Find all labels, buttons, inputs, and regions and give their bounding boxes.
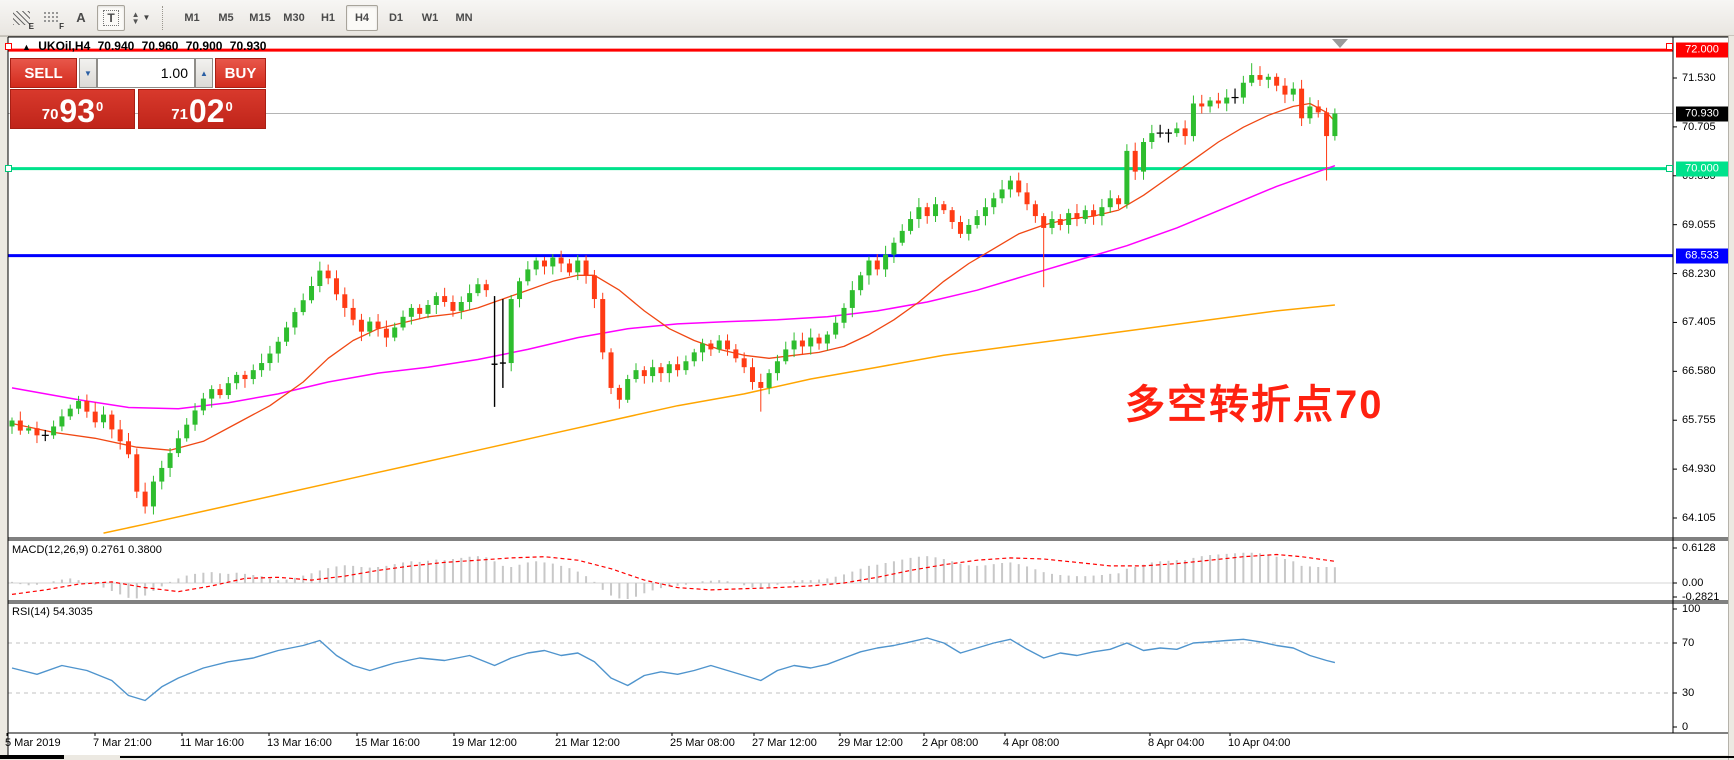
text-box-button[interactable]: T — [97, 4, 125, 31]
time-tick-label: 4 Apr 08:00 — [1003, 737, 1060, 749]
sell-price-big: 93 — [59, 93, 96, 129]
grid-pattern-icon-button[interactable]: F — [37, 5, 65, 31]
grid-icon-sub: F — [59, 21, 64, 31]
font-button[interactable]: A — [67, 5, 95, 31]
hatch-pattern-icon-button[interactable]: E — [7, 5, 35, 31]
time-tick-label: 13 Mar 16:00 — [267, 737, 332, 749]
volume-input[interactable] — [97, 58, 195, 88]
price-tick-label: 70.705 — [1682, 120, 1716, 133]
price-tick-label: 66.580 — [1682, 365, 1716, 378]
timeframe-m30-button[interactable]: M30 — [283, 11, 305, 24]
greenline-right-handle[interactable] — [1666, 165, 1673, 172]
hatch-icon — [12, 10, 30, 25]
time-tick-label: 11 Mar 16:00 — [180, 737, 245, 749]
price-tick-label: 64.105 — [1682, 512, 1716, 524]
current-price-badge: 70.930 — [1676, 106, 1728, 122]
bottom-scroll-thumb[interactable] — [0, 755, 64, 759]
time-tick-label: 29 Mar 12:00 — [838, 737, 903, 749]
grid-icon — [43, 11, 59, 24]
rsi-label: RSI(14) 54.3035 — [12, 606, 93, 618]
dropdown-caret-icon: ▼ — [142, 13, 151, 22]
one-click-trade-panel: SELL ▼ ▲ BUY 70 93 0 71 02 0 — [10, 58, 266, 129]
level-price-badge: 72.000 — [1676, 42, 1728, 58]
timeframe-mn-button[interactable]: MN — [455, 11, 473, 24]
sell-button[interactable]: SELL — [10, 58, 77, 88]
rsi-tick-label: 100 — [1682, 603, 1701, 615]
buy-button[interactable]: BUY — [215, 58, 266, 88]
time-tick-label: 8 Apr 04:00 — [1148, 737, 1205, 749]
macd-tick-label: -0.2821 — [1682, 591, 1720, 603]
toolbar-separator — [162, 5, 169, 30]
volume-up-button[interactable]: ▲ — [195, 58, 213, 88]
sell-price-display[interactable]: 70 93 0 — [10, 89, 135, 129]
bottom-border-line — [120, 756, 1734, 758]
price-tick-label: 64.930 — [1682, 463, 1716, 476]
volume-down-button[interactable]: ▼ — [79, 58, 97, 88]
redline-left-handle[interactable] — [5, 43, 12, 50]
rsi-tick-label: 0 — [1682, 721, 1689, 733]
chart-annotation-text: 多空转折点70 — [1125, 383, 1384, 427]
chart-shift-marker-icon[interactable] — [1332, 39, 1348, 48]
buy-price-sup: 0 — [225, 99, 233, 114]
timeframe-m1-button[interactable]: M1 — [184, 11, 200, 24]
level-price-badge: 68.533 — [1676, 248, 1728, 264]
ohlc-high: 70.960 — [141, 39, 179, 53]
arrange-arrows-icon: ▲ ▼ — [131, 9, 140, 26]
font-a-icon: A — [76, 10, 86, 25]
symbol-header: ▲ UKOil,H4 70.940 70.960 70.900 70.930 — [22, 39, 270, 53]
time-tick-label: 21 Mar 12:00 — [555, 737, 620, 749]
price-tick-label: 65.755 — [1682, 414, 1716, 427]
buy-price-big: 02 — [188, 93, 225, 129]
symbol-name: UKOil,H4 — [38, 39, 91, 53]
timeframe-h1-button[interactable]: H1 — [320, 11, 336, 24]
macd-label: MACD(12,26,9) 0.2761 0.3800 — [12, 544, 162, 556]
arrange-symbols-button[interactable]: ▲ ▼ ▼ — [127, 5, 155, 31]
time-tick-label: 27 Mar 12:00 — [752, 737, 817, 749]
macd-values: 0.2761 0.3800 — [91, 544, 162, 556]
sell-price-prefix: 70 — [41, 106, 59, 123]
level-price-badge: 70.000 — [1676, 161, 1728, 177]
right-edge-strip — [1728, 36, 1734, 760]
timeframe-w1-button[interactable]: W1 — [421, 11, 439, 24]
price-tick-label: 68.230 — [1682, 267, 1716, 280]
symbol-marker-icon: ▲ — [22, 42, 31, 52]
timeframe-m15-button[interactable]: M15 — [249, 11, 271, 24]
timeframe-m5-button[interactable]: M5 — [218, 11, 234, 24]
time-tick-label: 15 Mar 16:00 — [355, 737, 420, 749]
price-tick-label: 69.055 — [1682, 218, 1716, 231]
time-tick-label: 7 Mar 21:00 — [93, 737, 152, 749]
macd-name: MACD(12,26,9) — [12, 544, 89, 556]
timeframe-h4-button[interactable]: H4 — [346, 4, 378, 31]
toolbar: E F A T ▲ ▼ ▼ M1 M5 M15 M30 H1 H4 D1 W1 M… — [0, 0, 1734, 36]
rsi-tick-label: 70 — [1682, 637, 1695, 649]
timeframe-d1-button[interactable]: D1 — [388, 11, 404, 24]
macd-tick-label: 0.6128 — [1682, 542, 1716, 554]
rsi-value: 54.3035 — [52, 606, 93, 618]
time-tick-label: 5 Mar 2019 — [5, 737, 61, 749]
time-tick-label: 25 Mar 08:00 — [670, 737, 735, 749]
sell-price-sup: 0 — [96, 99, 104, 114]
ohlc-close: 70.930 — [229, 39, 267, 53]
ohlc-open: 70.940 — [97, 39, 135, 53]
time-tick-label: 19 Mar 12:00 — [452, 737, 517, 749]
macd-tick-label: 0.00 — [1682, 577, 1704, 589]
hatch-icon-sub: E — [28, 21, 34, 31]
price-tick-label: 67.405 — [1682, 316, 1716, 329]
text-box-icon: T — [103, 9, 119, 26]
redline-right-handle[interactable] — [1666, 43, 1673, 50]
buy-price-prefix: 71 — [171, 106, 188, 123]
time-tick-label: 2 Apr 08:00 — [922, 737, 979, 749]
buy-price-display[interactable]: 71 02 0 — [138, 89, 266, 129]
ohlc-low: 70.900 — [185, 39, 223, 53]
greenline-left-handle[interactable] — [5, 165, 12, 172]
rsi-name: RSI(14) — [12, 606, 50, 618]
rsi-tick-label: 30 — [1682, 687, 1695, 699]
price-tick-label: 71.530 — [1682, 72, 1716, 84]
time-tick-label: 10 Apr 04:00 — [1228, 737, 1291, 749]
